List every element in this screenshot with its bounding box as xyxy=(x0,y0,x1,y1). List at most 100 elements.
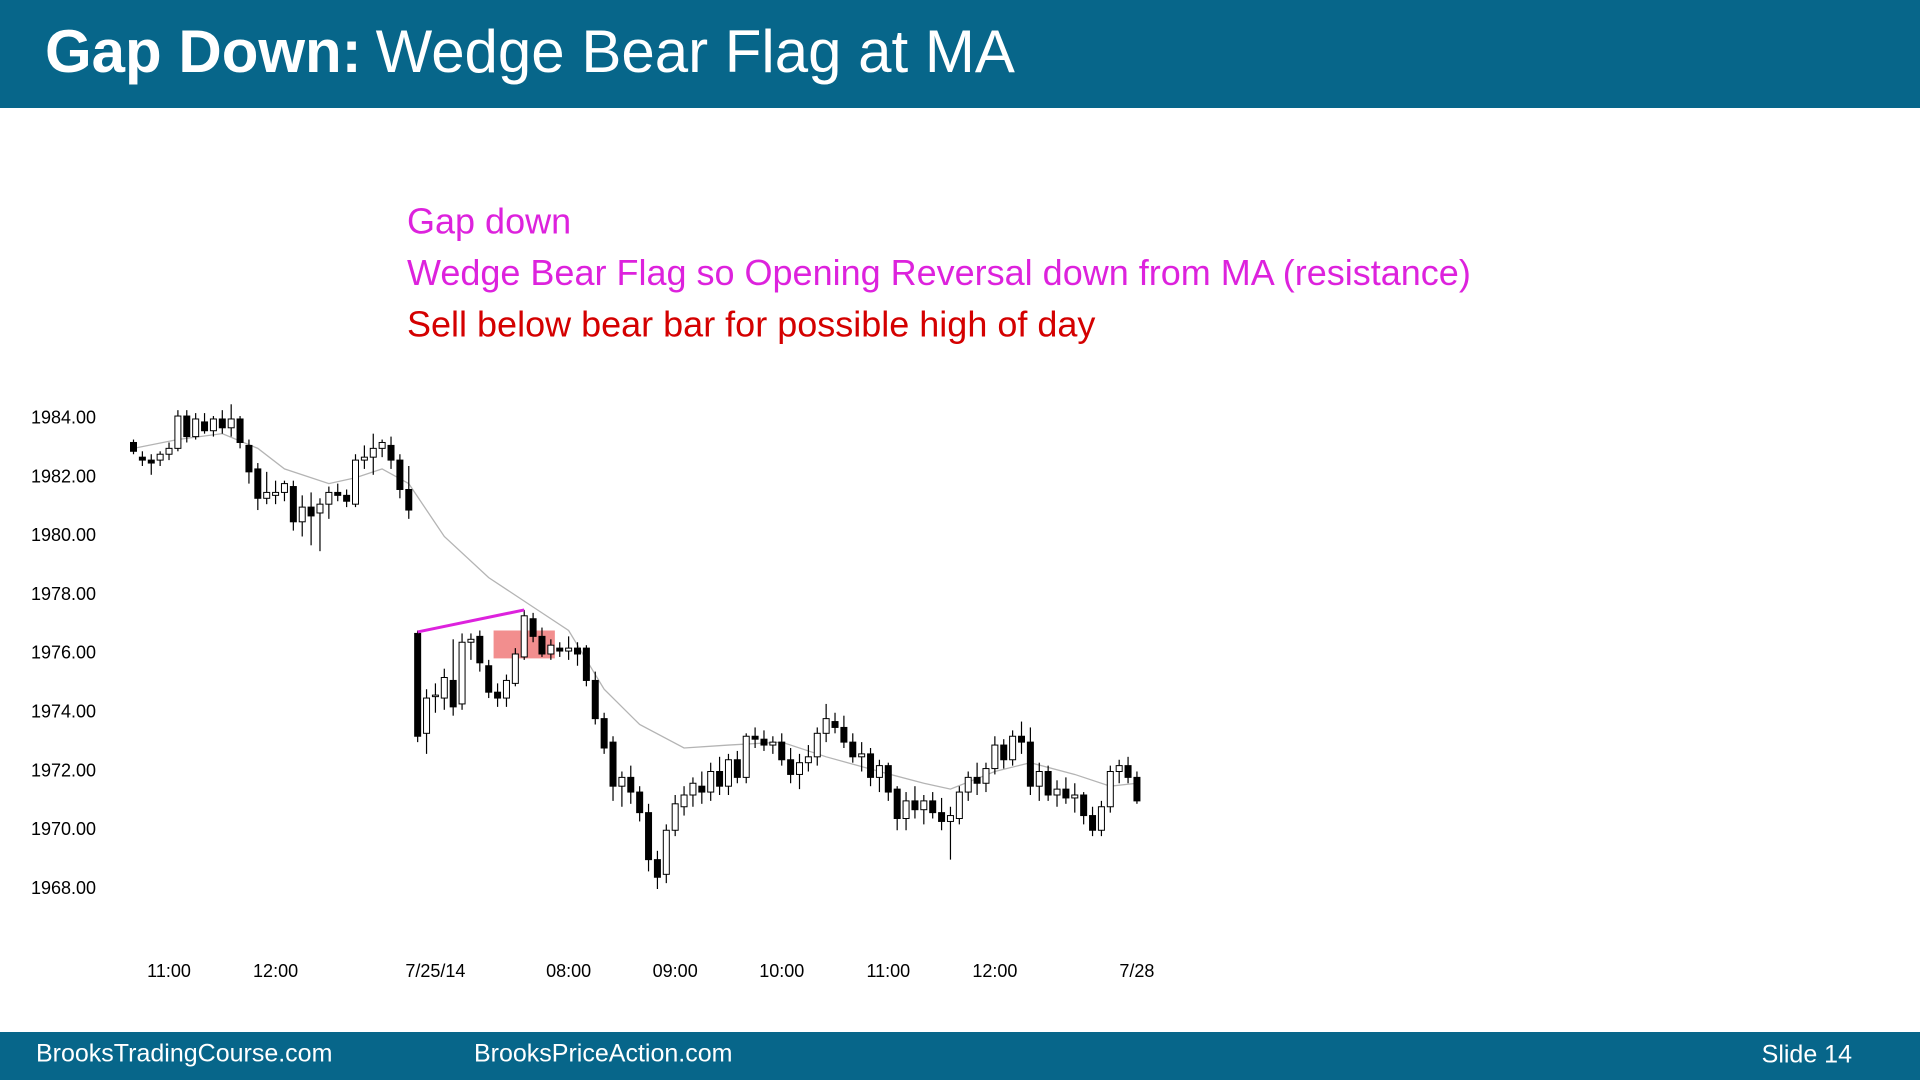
candle-body xyxy=(618,776,626,787)
footer-left: BrooksTradingCourse.com xyxy=(36,1040,332,1068)
y-tick-label: 1968.00 xyxy=(31,878,96,898)
x-tick-label: 7/28 xyxy=(1119,961,1154,981)
x-tick-label: 11:00 xyxy=(147,961,191,981)
candle-body xyxy=(929,800,937,814)
candle-body xyxy=(938,812,946,822)
candle-body xyxy=(316,503,324,514)
y-tick-label: 1976.00 xyxy=(31,643,96,663)
candle-body xyxy=(254,468,262,499)
candle-body xyxy=(272,491,280,496)
title-bold: Gap Down: xyxy=(45,18,362,85)
candle-body xyxy=(1080,794,1088,817)
candle-body xyxy=(298,506,306,523)
candle-body xyxy=(369,447,377,458)
footer-bar xyxy=(0,1032,1920,1080)
candle-body xyxy=(609,741,617,787)
candle-body xyxy=(387,444,395,461)
x-tick-label: 12:00 xyxy=(972,961,1017,981)
candle-body xyxy=(840,726,848,743)
candle-body xyxy=(1062,788,1070,799)
candle-body xyxy=(1097,806,1105,831)
candle-body xyxy=(138,456,146,461)
candle-body xyxy=(707,771,715,793)
candle-body xyxy=(1106,771,1114,808)
candle-body xyxy=(591,679,599,720)
y-tick-label: 1984.00 xyxy=(31,408,96,428)
slide-number: Slide 14 xyxy=(1762,1041,1852,1069)
candle-body xyxy=(307,506,315,517)
candle-body xyxy=(1124,765,1132,778)
candle-body xyxy=(991,744,999,770)
candle-body xyxy=(209,418,217,432)
candle-body xyxy=(813,732,821,758)
candle-body xyxy=(1044,771,1052,796)
x-tick-label: 11:00 xyxy=(866,961,910,981)
candle-body xyxy=(289,486,297,523)
candle-body xyxy=(698,785,706,793)
candle-body xyxy=(804,756,812,764)
header-bar xyxy=(0,0,1920,108)
y-tick-label: 1972.00 xyxy=(31,760,96,780)
candle-body xyxy=(787,759,795,775)
candle-body xyxy=(867,753,875,778)
candle-body xyxy=(280,483,288,493)
candle-body xyxy=(671,803,679,831)
y-tick-label: 1978.00 xyxy=(31,584,96,604)
candle-body xyxy=(511,653,519,684)
candle-body xyxy=(156,453,164,461)
candle-body xyxy=(494,691,502,699)
candle-body xyxy=(1053,788,1061,796)
x-tick-label: 7/25/14 xyxy=(405,961,465,981)
candle-body xyxy=(742,735,750,778)
candle-body xyxy=(973,776,981,784)
candle-body xyxy=(920,800,928,811)
candle-body xyxy=(822,718,830,734)
wedge-line xyxy=(417,608,525,634)
candle-body xyxy=(778,741,786,761)
y-tick-label: 1970.00 xyxy=(31,819,96,839)
y-tick-label: 1974.00 xyxy=(31,701,96,721)
candle-body xyxy=(1018,735,1025,743)
candle-body xyxy=(636,791,644,814)
chart: Gap down Wedge Bear Flag so Opening Rever… xyxy=(31,201,1471,981)
candle-body xyxy=(440,676,448,699)
candle-body xyxy=(343,494,351,502)
candle-body xyxy=(236,418,244,443)
candle-body xyxy=(263,491,271,499)
candle-body xyxy=(201,421,209,432)
candle-body xyxy=(1133,776,1141,802)
candle-body xyxy=(520,615,528,658)
candle-body xyxy=(502,679,510,699)
candle-body xyxy=(1071,794,1079,799)
candle-body xyxy=(547,644,555,655)
candle-body xyxy=(1035,771,1043,787)
candle-body xyxy=(1089,815,1097,831)
candle-body xyxy=(1026,741,1034,787)
candle-body xyxy=(893,788,901,820)
candle-body xyxy=(192,418,200,438)
candle-body xyxy=(964,776,972,793)
candle-body xyxy=(769,741,777,746)
x-tick-label: 12:00 xyxy=(253,961,298,981)
candle-body xyxy=(1000,744,1008,761)
footer-center: BrooksPriceAction.com xyxy=(474,1040,732,1068)
candle-body xyxy=(911,800,919,811)
candle-body xyxy=(902,800,910,820)
candle-body xyxy=(476,635,484,664)
candle-body xyxy=(946,815,954,822)
candle-body xyxy=(689,782,697,796)
candle-body xyxy=(1009,735,1017,761)
candle-body xyxy=(831,721,839,728)
candle-body xyxy=(875,765,883,778)
candle-body xyxy=(147,459,155,464)
candle-body xyxy=(458,641,466,705)
candle-body xyxy=(760,738,768,746)
candle-body xyxy=(360,456,368,461)
candle-body xyxy=(955,791,963,820)
candle-body xyxy=(645,812,653,861)
candle-body xyxy=(680,794,688,808)
candle-body xyxy=(796,762,803,775)
candle-body xyxy=(724,759,732,787)
